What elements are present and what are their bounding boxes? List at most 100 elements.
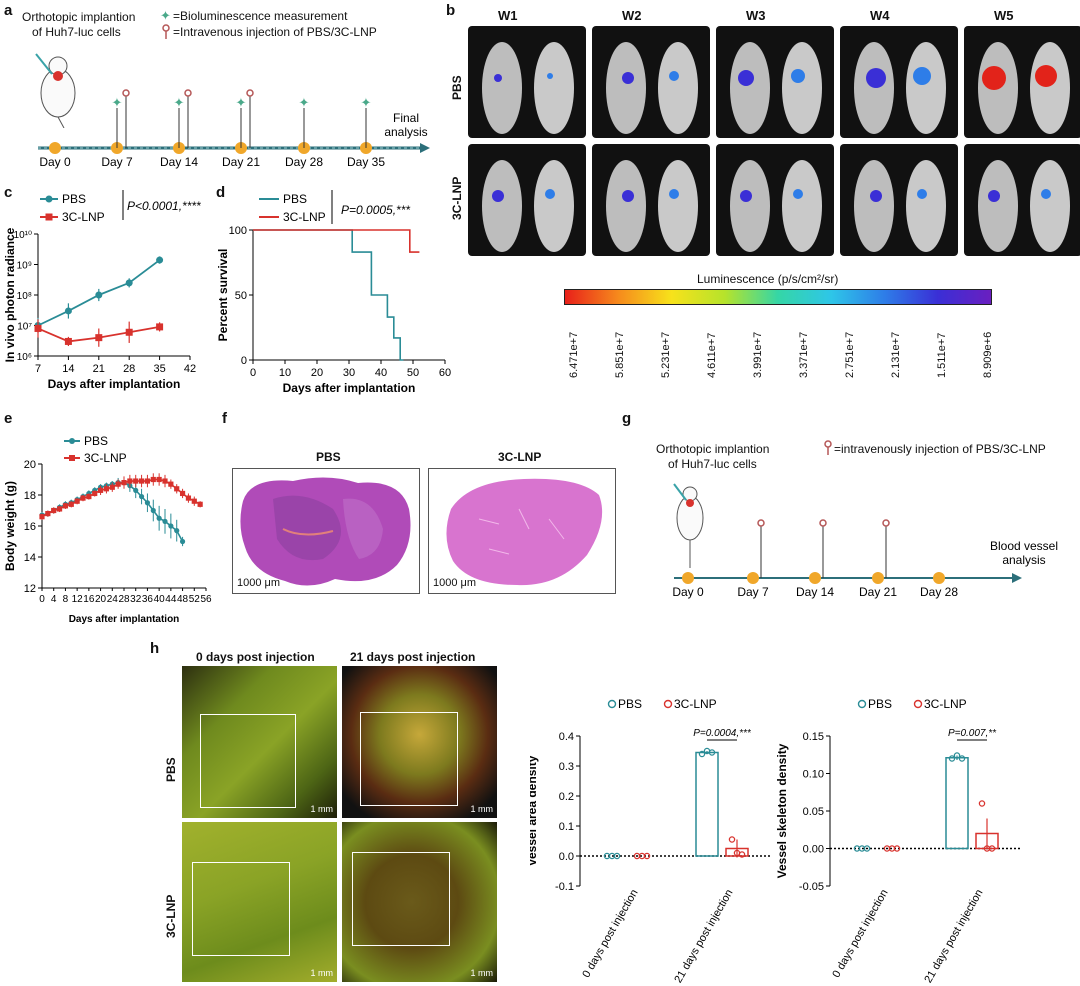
colorbar-tick: 6.471e+7 [568, 331, 580, 378]
x-tick-label: 44 [165, 594, 177, 605]
star-icon: ✦ [174, 95, 185, 110]
timeline-day-label: Day 28 [285, 155, 323, 169]
pvalue-label: P=0.0005,*** [341, 203, 410, 217]
x-tick-label: 60 [439, 367, 451, 379]
injection-pin-icon [757, 519, 765, 527]
mouse-image [468, 26, 586, 138]
data-point [948, 755, 956, 762]
panel-e-chart: 20 18 16 14 12 0 4 8 12 16 20 24 28 32 36 40 44 48 52 56 Day… [0, 420, 218, 635]
data-point [174, 486, 180, 492]
y-axis-label: In vivo photon radiance [3, 227, 17, 362]
histo-title-lnp: 3C-LNP [498, 450, 542, 464]
y-tick-label: 0.0 [559, 851, 574, 863]
y-tick-label: 0.3 [559, 761, 574, 773]
data-point [197, 501, 203, 507]
legend-label-pbs: PBS [618, 697, 642, 711]
data-point [138, 493, 145, 500]
data-point [156, 256, 164, 264]
data-point [978, 800, 986, 807]
final-label-1: Blood vessel [990, 539, 1058, 553]
legend-label-pbs: PBS [84, 434, 108, 448]
data-point [39, 514, 45, 520]
colorbar-tick: 2.751e+7 [844, 331, 856, 378]
data-point [138, 478, 145, 484]
panel-label-g: g [622, 410, 632, 427]
data-point [179, 538, 186, 545]
panel-f-histology: PBS 3C-LNP 1000 μm 1000 μm [228, 440, 618, 600]
panel-g-timeline: Orthotopic implantion of Huh7-luc cells … [622, 420, 1080, 620]
y-tick-label: 0 [241, 355, 247, 367]
week-label: W5 [994, 8, 1014, 23]
x-axis-label: Days after implantation [69, 614, 180, 625]
data-point [125, 279, 133, 287]
data-point [133, 487, 139, 493]
star-icon: ✦ [112, 95, 123, 110]
legend-label-pbs: PBS [62, 192, 86, 206]
x-tick-label: 14 [62, 363, 74, 375]
mouse-icon [35, 53, 76, 128]
injection-pin-icon [819, 519, 827, 527]
y-tick-label: 10⁷ [17, 322, 32, 333]
panel-label-d: d [216, 184, 226, 201]
timeline-dot [747, 572, 759, 584]
implant-label-1: Orthotopic implantion [22, 10, 136, 24]
data-point [179, 490, 186, 497]
mouse-image [964, 144, 1080, 256]
data-point [893, 845, 901, 852]
data-point [738, 851, 746, 858]
data-point [643, 852, 651, 860]
x-tick-label: 10 [279, 367, 291, 379]
injection-pin-icon [246, 89, 254, 97]
x-tick-label: 0 [39, 594, 45, 605]
panel-c-chart: 10¹⁰ 10⁹ 10⁸ 10⁷ 10⁶ 7 14 21 28 35 42 Days after im… [0, 186, 215, 406]
vessel-image-lnp-21d: 1 mm [342, 822, 497, 982]
colorbar-tick: 3.371e+7 [798, 331, 810, 378]
panel-label-h: h [150, 640, 160, 657]
data-point [64, 307, 72, 315]
x-tick-label: 36 [142, 594, 154, 605]
timeline-a: Day 0 Day 7 ✦ Day 14 ✦ Day 21 ✦ Day 28 ✦ Day 35 ✦ F… [38, 89, 430, 169]
injection-pin-icon [824, 440, 832, 455]
panel-label-e: e [4, 410, 13, 427]
x-tick-label: 0 days post injection [830, 888, 890, 980]
panel-label-c: c [4, 184, 13, 201]
legend-marker-pbs [69, 438, 75, 444]
series-line-3C-LNP [41, 478, 201, 518]
timeline-dot [49, 142, 61, 154]
survival-line-3C-LNP [253, 229, 420, 253]
week-label: W2 [622, 8, 642, 23]
x-tick-label: 21 days post injection [672, 888, 735, 986]
x-tick-label: 35 [153, 363, 165, 375]
panel-h: 0 days post injection 21 days post injec… [160, 646, 1080, 986]
x-tick-label: 28 [118, 594, 130, 605]
colorbar-tick: 8.909e+6 [982, 331, 994, 378]
colorbar-tick: 4.611e+7 [706, 332, 718, 378]
x-tick-label: 24 [107, 594, 119, 605]
injection-pin-icon [122, 89, 130, 97]
x-tick-label: 50 [407, 367, 419, 379]
data-point [191, 498, 197, 504]
timeline-dot [872, 572, 884, 584]
data-point [958, 755, 966, 762]
data-point [45, 511, 51, 517]
colorbar-tick: 3.991e+7 [752, 331, 764, 378]
legend-label-pbs: PBS [283, 192, 307, 206]
data-point [613, 852, 621, 860]
data-point [64, 337, 72, 345]
timeline-day-label: Day 35 [347, 155, 385, 169]
data-point [125, 328, 133, 336]
x-tick-label: 16 [83, 594, 95, 605]
y-tick-label: 0.1 [559, 821, 574, 833]
h-col-title-1: 21 days post injection [350, 650, 476, 664]
data-point [150, 507, 156, 514]
x-tick-label: 52 [189, 594, 201, 605]
y-tick-label: 20 [24, 459, 36, 471]
data-point [95, 334, 103, 342]
mouse-icon [673, 483, 704, 568]
data-point [51, 507, 57, 514]
colorbar-tick: 5.851e+7 [614, 331, 626, 378]
x-tick-label: 42 [184, 363, 196, 375]
h-col-title-0: 0 days post injection [196, 650, 315, 664]
y-tick-label: 0.10 [803, 769, 824, 781]
y-tick-label: 10¹⁰ [14, 230, 32, 241]
